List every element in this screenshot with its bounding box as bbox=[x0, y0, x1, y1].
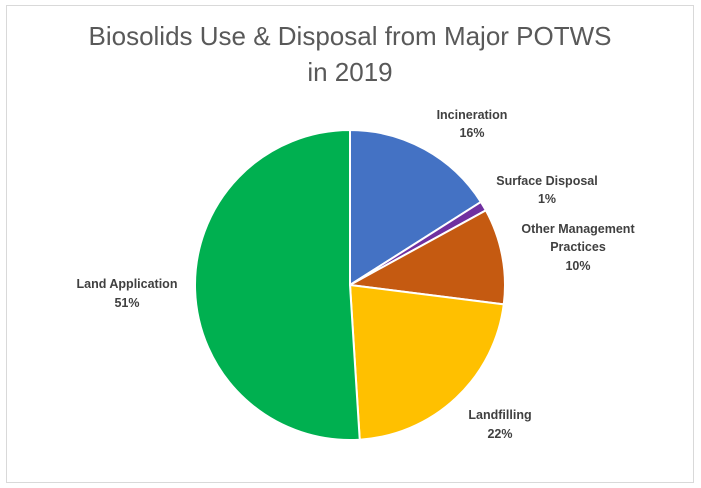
data-label-landfilling-name: Landfilling bbox=[468, 408, 531, 422]
pie-slice-incineration bbox=[349, 128, 483, 287]
pie-slice-other-management-practices bbox=[346, 208, 506, 306]
chart-title: Biosolids Use & Disposal from Major POTW… bbox=[0, 18, 700, 90]
data-label-surface-disposal: Surface Disposal 1% bbox=[496, 174, 597, 206]
data-label-land-application-value: 51% bbox=[114, 296, 139, 310]
data-label-other-management: Other Management Practices 10% bbox=[521, 222, 635, 273]
pie-slice-land-application bbox=[194, 128, 361, 441]
data-label-surface-disposal-value: 1% bbox=[538, 192, 556, 206]
data-label-landfilling-value: 22% bbox=[487, 427, 512, 441]
data-label-land-application-name: Land Application bbox=[77, 277, 178, 291]
data-label-other-management-name-line-2: Practices bbox=[550, 240, 606, 254]
chart-title-line-2: in 2019 bbox=[307, 57, 393, 87]
data-label-incineration: Incineration 16% bbox=[437, 108, 508, 140]
pie-slices bbox=[194, 128, 506, 441]
chart-title-line-1: Biosolids Use & Disposal from Major POTW… bbox=[88, 21, 612, 51]
data-label-incineration-name: Incineration bbox=[437, 108, 508, 122]
data-label-landfilling: Landfilling 22% bbox=[468, 408, 531, 441]
data-label-other-management-value: 10% bbox=[565, 259, 590, 273]
data-label-incineration-value: 16% bbox=[459, 126, 484, 140]
data-label-surface-disposal-name: Surface Disposal bbox=[496, 174, 597, 188]
data-label-land-application: Land Application 51% bbox=[77, 277, 178, 310]
data-label-other-management-name-line-1: Other Management bbox=[521, 222, 635, 236]
pie-slice-landfilling bbox=[348, 283, 505, 441]
